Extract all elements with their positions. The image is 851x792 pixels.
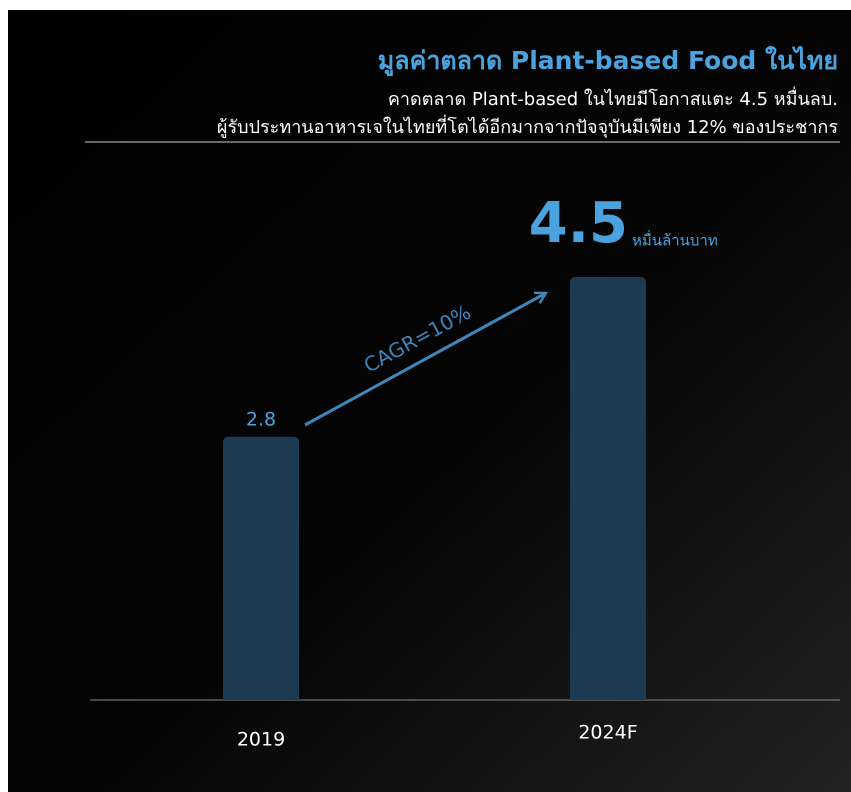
bar [223, 436, 299, 700]
subtitle: คาดตลาด Plant-based ในไทยมีโอกาสแตะ 4.5 … [388, 86, 838, 110]
bar [570, 277, 646, 700]
x-tick-label: 2024F [578, 722, 637, 744]
chart-title: มูลค่าตลาด Plant-based Food ในไทย [378, 45, 838, 77]
unit-label: หมื่นล้านบาท [632, 230, 718, 250]
subtitle: ผู้รับประทานอาหารเจในไทยที่โตได้อีกมากจา… [217, 114, 838, 138]
value-label: 2.8 [246, 408, 276, 430]
value-label: 4.5 [529, 191, 628, 256]
cagr-arrow [304, 291, 549, 427]
x-tick-label: 2019 [237, 729, 285, 751]
background [8, 10, 851, 792]
